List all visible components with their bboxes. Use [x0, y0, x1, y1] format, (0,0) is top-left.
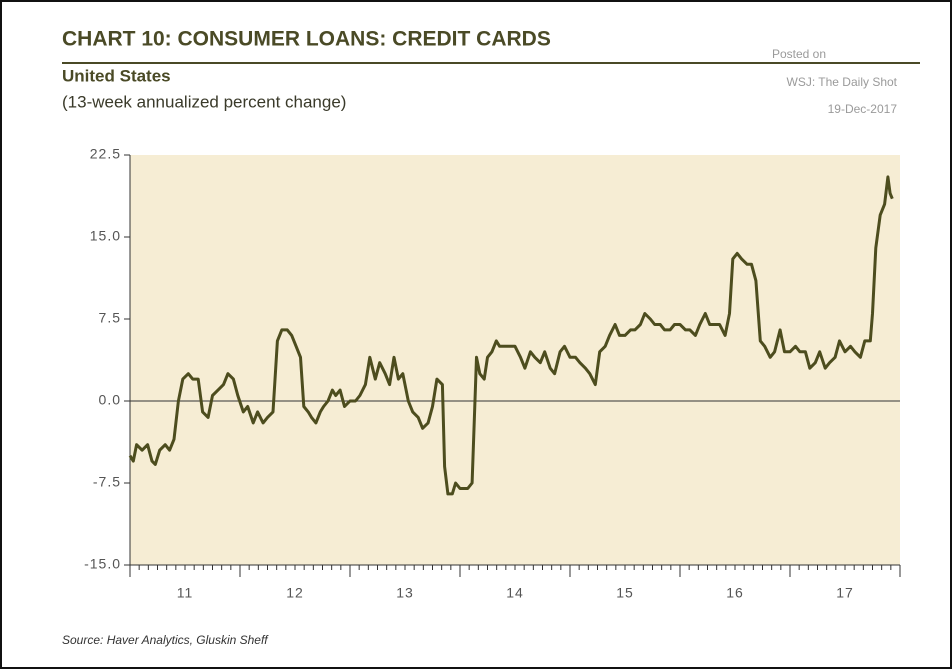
y-tick-label: -15.0	[84, 556, 121, 572]
y-tick-label: 22.5	[90, 146, 121, 162]
x-tick-label: 17	[836, 585, 854, 601]
chart-note: (13-week annualized percent change)	[62, 92, 346, 111]
x-tick-label: 12	[286, 585, 304, 601]
chart-title: CHART 10: CONSUMER LOANS: CREDIT CARDS	[62, 28, 551, 51]
annotation: WSJ: The Daily Shot	[787, 75, 898, 89]
y-tick-label: 0.0	[99, 392, 121, 408]
y-tick-label: 15.0	[90, 228, 121, 244]
chart-subtitle: United States	[62, 66, 171, 85]
data-line	[128, 175, 894, 496]
y-tick-label: -7.5	[93, 474, 121, 490]
plot-background	[130, 155, 900, 565]
annotation: Posted on	[772, 47, 826, 61]
x-tick-label: 15	[616, 585, 634, 601]
annotation: 19-Dec-2017	[828, 102, 898, 116]
y-tick-label: 7.5	[99, 310, 121, 326]
x-tick-label: 13	[396, 585, 414, 601]
source: Source: Haver Analytics, Gluskin Sheff	[62, 633, 269, 647]
x-tick-label: 11	[177, 585, 194, 601]
x-tick-label: 16	[726, 585, 744, 601]
x-tick-label: 14	[506, 585, 524, 601]
